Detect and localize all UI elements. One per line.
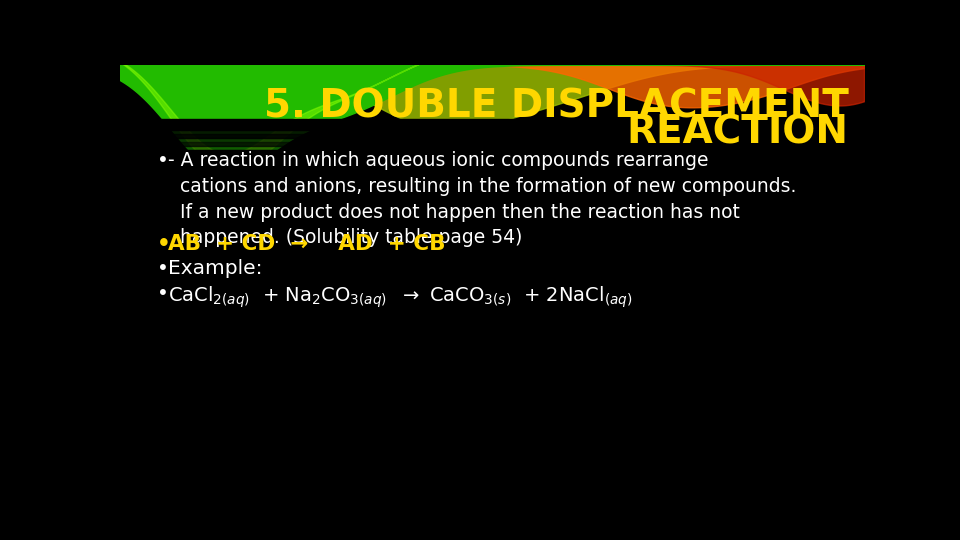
Text: REACTION: REACTION [627,113,849,151]
Text: AB  + CD  →    AD  + CB: AB + CD → AD + CB [168,234,445,254]
Text: •: • [157,151,169,170]
Text: •: • [157,284,169,303]
Text: CaCl$_{2(aq)}$  + Na$_{2}$CO$_{3(aq)}$  $\rightarrow$ CaCO$_{3(s)}$  + 2NaCl$_{(: CaCl$_{2(aq)}$ + Na$_{2}$CO$_{3(aq)}$ $\… [168,284,633,310]
Text: •: • [157,234,171,254]
Text: •: • [157,259,169,278]
Text: 5. DOUBLE DISPLACEMENT: 5. DOUBLE DISPLACEMENT [264,88,849,126]
Text: - A reaction in which aqueous ionic compounds rearrange
  cations and anions, re: - A reaction in which aqueous ionic comp… [168,151,797,247]
Text: Example:: Example: [168,259,262,278]
